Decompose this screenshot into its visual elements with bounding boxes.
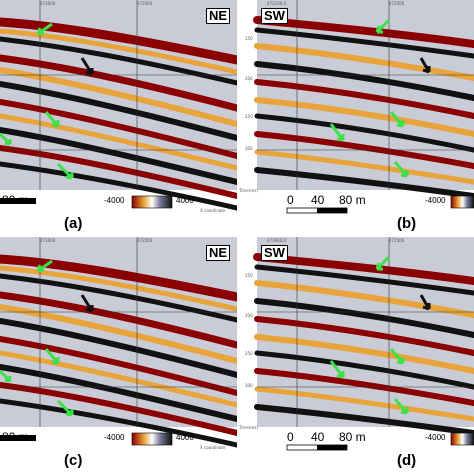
- green-arrow-icon: [0, 369, 12, 383]
- top-tick-d-1: 471900.0: [267, 238, 287, 243]
- direction-label-a: NE: [206, 8, 231, 24]
- colorbar: [450, 432, 474, 446]
- green-arrow-icon: [329, 360, 345, 379]
- top-tick-b-2: 472500: [389, 1, 405, 6]
- panel-a: 472000 472500 X coordinate NE 80 m -4000…: [0, 0, 237, 237]
- green-arrow-icon: [44, 111, 60, 128]
- left-tick-b-1: 150: [245, 36, 253, 41]
- colorbar: [131, 432, 173, 446]
- footer-text-b: Time(ms): [238, 188, 258, 193]
- colorbar: [450, 195, 474, 209]
- direction-label-b: SW: [261, 8, 288, 24]
- green-arrow-icon: [56, 399, 74, 417]
- green-arrow-icon: [329, 123, 345, 142]
- footer-text-a: X coordinate: [200, 208, 226, 213]
- panel-c: 472000 472500 X coordinate NE 80 m -4000…: [0, 237, 237, 474]
- green-arrow-icon: [56, 162, 74, 180]
- scale-label-a: 80 m: [2, 193, 29, 207]
- green-arrow-icon: [0, 132, 12, 146]
- scale-label-b-40: 40: [311, 193, 325, 207]
- left-tick-d-1: 150: [245, 273, 253, 278]
- seismic-section-a: 472000 472500 X coordinate: [0, 0, 237, 213]
- footer-text-c: X coordinate: [200, 445, 226, 450]
- colorbar-max-a: 4000: [176, 196, 194, 205]
- black-arrow-icon: [80, 57, 94, 76]
- direction-label-d: SW: [261, 245, 288, 261]
- panel-b: 472100.0 472500 150 200 250 300 Time(ms)…: [237, 0, 474, 237]
- green-arrow-icon: [36, 22, 53, 36]
- top-tick-a-2: 472500: [137, 1, 153, 6]
- scale-label-d-80: 80 m: [339, 430, 366, 444]
- colorbar-min-a: -4000: [104, 196, 125, 205]
- green-arrow-icon: [393, 161, 409, 178]
- panel-d: 471900.0 472500 150 200 250 300 Time(ms)…: [237, 237, 474, 474]
- colorbar-max-c: 4000: [176, 433, 194, 442]
- left-tick-d-4: 300: [245, 383, 253, 388]
- scale-bar: [0, 435, 36, 441]
- top-tick-c-1: 472000: [40, 238, 56, 243]
- panel-letter-a: (a): [64, 215, 83, 232]
- top-tick-b-1: 472100.0: [267, 1, 287, 6]
- top-tick-a-1: 472000: [40, 1, 56, 6]
- colorbar-min-c: -4000: [104, 433, 125, 442]
- top-tick-d-2: 472500: [389, 238, 405, 243]
- green-arrow-icon: [375, 255, 391, 271]
- footer-text-d: Time(ms): [238, 425, 258, 430]
- left-tick-b-2: 200: [245, 76, 253, 81]
- green-arrow-icon: [375, 18, 391, 34]
- green-arrow-icon: [389, 111, 405, 128]
- colorbar-min-d: -4000: [425, 433, 446, 442]
- scale-label-d-40: 40: [311, 430, 325, 444]
- colorbar: [131, 195, 173, 209]
- scale-label-c: 80 m: [2, 430, 29, 444]
- seismic-section-d: 471900.0 472500 150 200 250 300 Time(ms): [238, 237, 474, 451]
- panel-letter-b: (b): [397, 215, 417, 232]
- left-tick-d-3: 250: [245, 351, 253, 356]
- black-arrow-icon: [80, 294, 94, 313]
- left-tick-b-3: 250: [245, 114, 253, 119]
- left-tick-b-4: 300: [245, 146, 253, 151]
- seismic-section-b: 472100.0 472500 150 200 250 300 Time(ms): [238, 0, 474, 214]
- scale-label-b-0: 0: [287, 193, 294, 207]
- colorbar-min-b: -4000: [425, 196, 446, 205]
- panel-letter-d: (d): [397, 452, 417, 469]
- scale-label-b-80: 80 m: [339, 193, 366, 207]
- black-arrow-icon: [419, 57, 431, 74]
- seismic-section-c: 472000 472500 X coordinate: [0, 237, 237, 450]
- panel-letter-c: (c): [64, 452, 83, 469]
- green-arrow-icon: [44, 348, 60, 365]
- green-arrow-icon: [389, 348, 405, 365]
- direction-label-c: NE: [206, 245, 231, 261]
- green-arrow-icon: [36, 259, 53, 273]
- green-arrow-icon: [393, 398, 409, 415]
- black-arrow-icon: [419, 294, 431, 311]
- scale-bar: [0, 198, 36, 204]
- top-tick-c-2: 472500: [137, 238, 153, 243]
- left-tick-d-2: 200: [245, 313, 253, 318]
- scale-label-d-0: 0: [287, 430, 294, 444]
